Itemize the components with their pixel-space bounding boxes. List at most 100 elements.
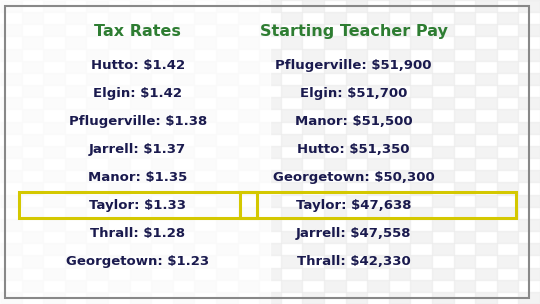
Bar <box>43 219 65 231</box>
Bar <box>454 36 475 49</box>
Bar <box>86 219 108 231</box>
Bar <box>389 243 410 255</box>
Bar <box>130 170 151 182</box>
Bar <box>302 73 324 85</box>
Bar <box>194 280 216 292</box>
Bar <box>302 243 324 255</box>
Bar <box>346 243 367 255</box>
Bar <box>194 182 216 195</box>
Bar <box>324 134 346 146</box>
Bar <box>238 158 259 170</box>
Bar <box>130 195 151 207</box>
Bar <box>194 109 216 122</box>
Bar <box>302 122 324 134</box>
Bar <box>454 280 475 292</box>
Bar <box>43 97 65 109</box>
Bar <box>281 207 302 219</box>
Bar <box>389 219 410 231</box>
Bar <box>216 268 238 280</box>
Bar <box>518 49 540 61</box>
Bar <box>43 24 65 36</box>
Bar <box>86 146 108 158</box>
Bar <box>194 61 216 73</box>
Bar <box>302 97 324 109</box>
Bar <box>475 122 497 134</box>
Bar <box>497 12 518 24</box>
Bar <box>410 207 432 219</box>
Bar <box>518 292 540 304</box>
Bar <box>518 243 540 255</box>
Text: Elgin: $1.42: Elgin: $1.42 <box>93 87 182 100</box>
Bar <box>389 73 410 85</box>
Bar <box>389 0 410 12</box>
Bar <box>130 97 151 109</box>
Bar <box>518 195 540 207</box>
Bar <box>432 24 454 36</box>
Bar <box>432 268 454 280</box>
Bar <box>108 255 130 268</box>
Text: Georgetown: $1.23: Georgetown: $1.23 <box>66 255 210 268</box>
Bar <box>410 231 432 243</box>
Bar <box>259 146 281 158</box>
Bar <box>324 61 346 73</box>
Bar <box>0 195 22 207</box>
Bar <box>475 292 497 304</box>
Bar <box>410 109 432 122</box>
Bar <box>108 134 130 146</box>
Bar <box>410 158 432 170</box>
Bar <box>389 268 410 280</box>
Bar <box>281 255 302 268</box>
Bar <box>216 170 238 182</box>
Bar <box>151 280 173 292</box>
Bar <box>518 97 540 109</box>
Bar <box>259 268 281 280</box>
Bar <box>22 36 43 49</box>
Bar <box>454 255 475 268</box>
Bar <box>194 85 216 97</box>
Bar <box>0 170 22 182</box>
Bar <box>497 85 518 97</box>
Bar <box>432 219 454 231</box>
Bar <box>173 97 194 109</box>
Bar <box>216 0 238 12</box>
Text: Starting Teacher Pay: Starting Teacher Pay <box>260 24 448 40</box>
Bar <box>259 195 281 207</box>
Bar <box>432 146 454 158</box>
Bar <box>151 231 173 243</box>
Bar <box>367 109 389 122</box>
Bar <box>324 231 346 243</box>
Bar <box>432 243 454 255</box>
Bar <box>238 85 259 97</box>
Bar <box>194 231 216 243</box>
Bar <box>0 292 22 304</box>
Bar <box>302 0 324 12</box>
Bar <box>346 219 367 231</box>
Bar <box>43 268 65 280</box>
Bar <box>367 12 389 24</box>
Bar <box>194 134 216 146</box>
Bar <box>194 207 216 219</box>
Bar <box>454 85 475 97</box>
Bar <box>86 170 108 182</box>
Bar <box>346 122 367 134</box>
Bar <box>151 109 173 122</box>
Bar <box>86 49 108 61</box>
Bar <box>518 219 540 231</box>
Bar <box>324 182 346 195</box>
Bar <box>281 182 302 195</box>
Bar <box>194 255 216 268</box>
Bar <box>497 231 518 243</box>
Bar <box>22 255 43 268</box>
Bar <box>22 85 43 97</box>
Bar <box>302 24 324 36</box>
Bar <box>108 182 130 195</box>
Bar <box>346 268 367 280</box>
Bar <box>22 231 43 243</box>
Text: Taylor: $1.33: Taylor: $1.33 <box>89 199 186 212</box>
Text: Hutto: $51,350: Hutto: $51,350 <box>298 143 410 156</box>
Bar <box>259 170 281 182</box>
Bar <box>497 255 518 268</box>
Bar <box>454 61 475 73</box>
Bar <box>302 146 324 158</box>
Bar <box>151 182 173 195</box>
